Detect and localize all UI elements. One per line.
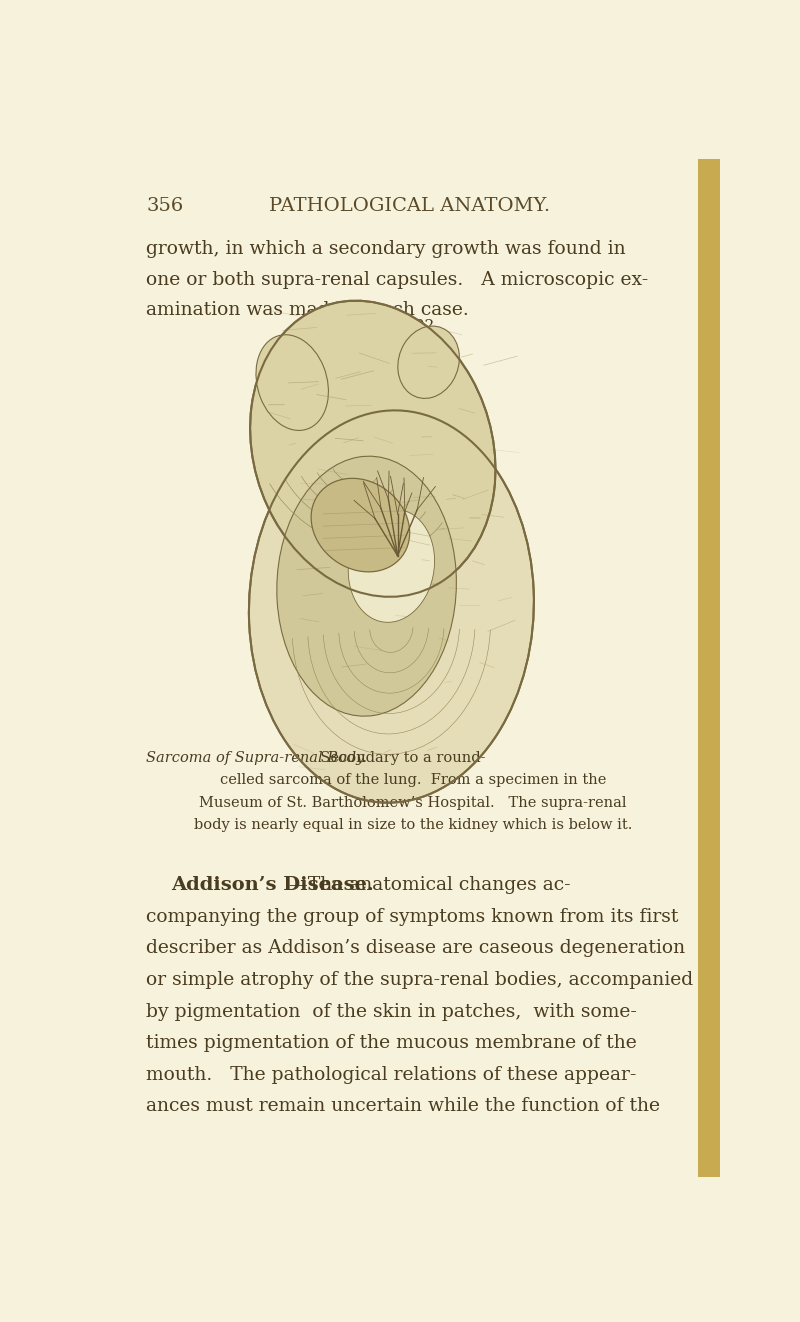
Text: companying the group of symptoms known from its first: companying the group of symptoms known f… [146,908,679,925]
Text: amination was made in each case.: amination was made in each case. [146,301,470,319]
Text: growth, in which a secondary growth was found in: growth, in which a secondary growth was … [146,241,626,258]
Text: one or both supra-renal capsules.   A microscopic ex-: one or both supra-renal capsules. A micr… [146,271,649,288]
Ellipse shape [277,456,456,717]
Text: times pigmentation of the mucous membrane of the: times pigmentation of the mucous membran… [146,1034,638,1052]
Ellipse shape [250,300,495,596]
Text: body is nearly equal in size to the kidney which is below it.: body is nearly equal in size to the kidn… [194,818,632,833]
Text: by pigmentation  of the skin in patches,  with some-: by pigmentation of the skin in patches, … [146,1002,638,1021]
Text: Sarcoma of Supra-renal Body.: Sarcoma of Supra-renal Body. [146,751,367,765]
Text: describer as Addison’s disease are caseous degeneration: describer as Addison’s disease are caseo… [146,940,686,957]
Text: —The anatomical changes ac-: —The anatomical changes ac- [289,876,570,894]
Bar [698,159,720,1177]
Text: mouth.   The pathological relations of these appear-: mouth. The pathological relations of the… [146,1066,637,1084]
Ellipse shape [311,505,360,566]
Text: Fig. 92.: Fig. 92. [381,320,439,333]
Ellipse shape [398,327,459,398]
Text: 356: 356 [146,197,184,215]
Text: celled sarcoma of the lung.  From a specimen in the: celled sarcoma of the lung. From a speci… [220,773,606,788]
Text: or simple atrophy of the supra-renal bodies, accompanied: or simple atrophy of the supra-renal bod… [146,970,694,989]
Text: PATHOLOGICAL ANATOMY.: PATHOLOGICAL ANATOMY. [270,197,550,215]
Text: Addison’s Disease.: Addison’s Disease. [171,876,374,894]
Ellipse shape [249,410,534,802]
Text: ances must remain uncertain while the function of the: ances must remain uncertain while the fu… [146,1097,661,1116]
Ellipse shape [256,334,329,431]
Text: Secondary to a round-: Secondary to a round- [310,751,486,765]
Text: Museum of St. Bartholomew’s Hospital.   The supra-renal: Museum of St. Bartholomew’s Hospital. Th… [199,796,627,810]
Ellipse shape [311,479,410,572]
Ellipse shape [348,509,434,623]
